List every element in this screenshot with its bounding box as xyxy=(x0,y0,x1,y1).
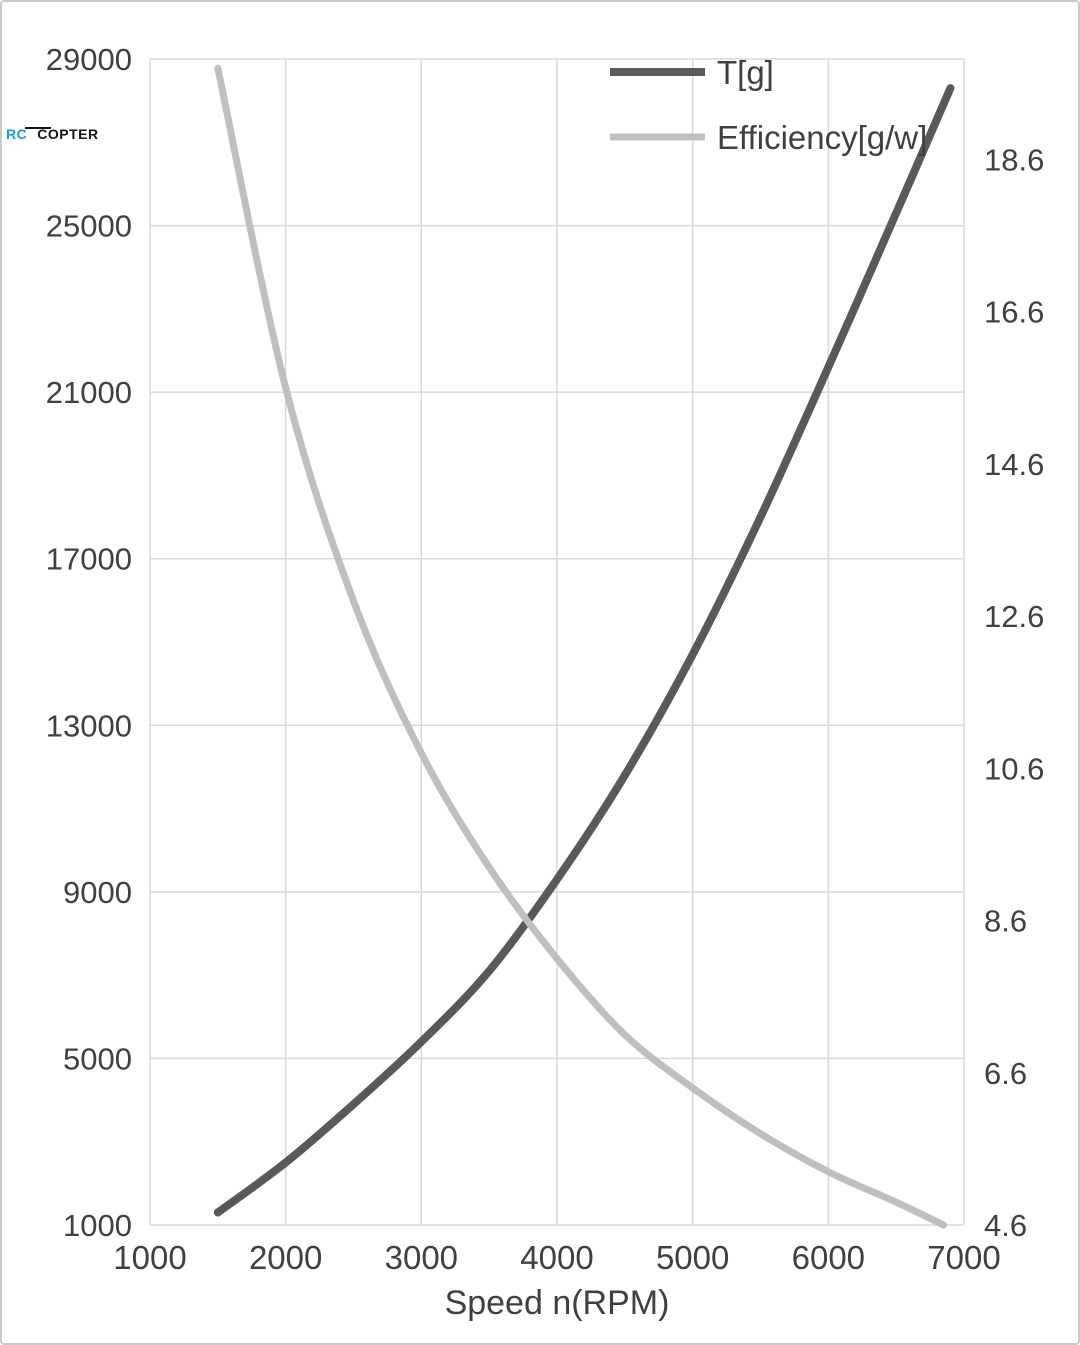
rotor-icon xyxy=(25,127,52,129)
tick-label-x: 6000 xyxy=(792,1239,865,1276)
tick-label-x: 3000 xyxy=(385,1239,458,1276)
brand-logo: RC COPTER xyxy=(6,126,99,142)
legend-label-1: Efficiency[g/w] xyxy=(717,119,927,156)
tick-label-x: 7000 xyxy=(927,1239,1000,1276)
tick-label-x: 5000 xyxy=(656,1239,729,1276)
brand-logo-rc: RC xyxy=(6,126,28,142)
tick-label-right: 8.6 xyxy=(984,904,1027,939)
tick-label-left: 17000 xyxy=(46,542,132,577)
series-line-1 xyxy=(214,64,948,1229)
tick-label-right: 18.6 xyxy=(984,142,1044,177)
tick-label-right: 10.6 xyxy=(984,751,1044,786)
legend-label-0: T[g] xyxy=(717,54,774,91)
tick-label-right: 4.6 xyxy=(984,1208,1027,1243)
tick-label-right: 16.6 xyxy=(984,295,1044,330)
tick-label-left: 9000 xyxy=(63,875,132,910)
tick-label-left: 21000 xyxy=(46,375,132,410)
tick-label-left: 29000 xyxy=(46,42,132,77)
brand-logo-copter: COPTER xyxy=(37,126,99,142)
tick-label-right: 14.6 xyxy=(984,447,1044,482)
tick-label-left: 25000 xyxy=(46,209,132,244)
tick-label-x: 2000 xyxy=(249,1239,322,1276)
tick-label-left: 13000 xyxy=(46,708,132,743)
tick-label-left: 5000 xyxy=(63,1041,132,1076)
tick-label-left: 1000 xyxy=(63,1208,132,1243)
x-axis-title: Speed n(RPM) xyxy=(444,1284,670,1322)
tick-label-right: 6.6 xyxy=(984,1056,1027,1091)
tick-label-right: 12.6 xyxy=(984,599,1044,634)
tick-label-x: 1000 xyxy=(113,1239,186,1276)
series-line-0 xyxy=(213,84,955,1217)
tick-label-x: 4000 xyxy=(520,1239,593,1276)
